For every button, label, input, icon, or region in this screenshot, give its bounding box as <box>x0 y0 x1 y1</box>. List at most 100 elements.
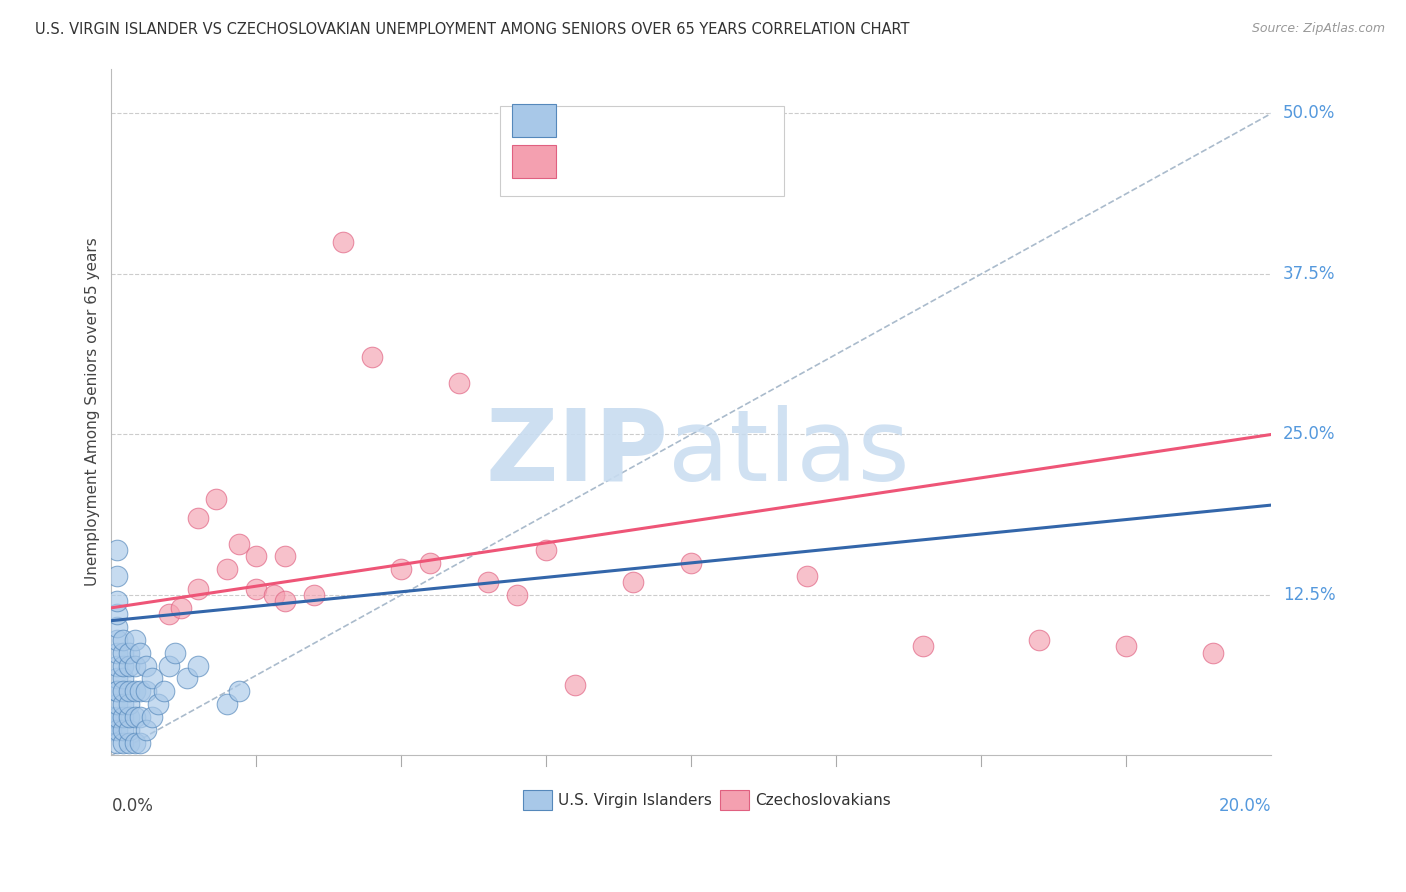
Point <box>105 620 128 634</box>
Point <box>796 568 818 582</box>
Point <box>217 697 239 711</box>
Point <box>245 549 267 564</box>
Text: 0.0%: 0.0% <box>111 797 153 814</box>
Point <box>419 556 441 570</box>
Point <box>124 710 146 724</box>
Point <box>245 582 267 596</box>
Point <box>506 588 529 602</box>
Point <box>118 658 141 673</box>
Point <box>274 549 297 564</box>
Point <box>105 723 128 737</box>
Point <box>129 646 152 660</box>
Point <box>170 600 193 615</box>
Point <box>912 640 935 654</box>
Point <box>263 588 285 602</box>
Point <box>100 716 122 731</box>
Point <box>105 684 128 698</box>
Point <box>124 658 146 673</box>
Text: 12.5%: 12.5% <box>1282 586 1336 604</box>
Point <box>124 684 146 698</box>
Point <box>105 697 128 711</box>
Point <box>165 646 187 660</box>
Point <box>135 658 157 673</box>
Point <box>141 672 163 686</box>
Point <box>176 672 198 686</box>
Point <box>332 235 354 249</box>
Point <box>477 575 499 590</box>
Text: atlas: atlas <box>668 405 910 501</box>
Text: R = 0.398: R = 0.398 <box>567 111 657 129</box>
Text: 37.5%: 37.5% <box>1282 265 1336 283</box>
Point <box>118 710 141 724</box>
Point <box>105 658 128 673</box>
Point <box>146 697 169 711</box>
Point <box>111 684 134 698</box>
Point <box>135 684 157 698</box>
Point <box>129 684 152 698</box>
Point <box>217 562 239 576</box>
Point <box>105 543 128 558</box>
Point <box>100 710 122 724</box>
Text: Czechoslovakians: Czechoslovakians <box>755 793 891 807</box>
Point <box>681 556 703 570</box>
Point <box>157 607 180 622</box>
Point <box>1115 640 1137 654</box>
Point <box>105 632 128 647</box>
Point <box>111 672 134 686</box>
Point <box>111 710 134 724</box>
Point <box>1028 632 1050 647</box>
Bar <box>512 104 555 137</box>
Text: 20.0%: 20.0% <box>1219 797 1271 814</box>
Bar <box>523 789 553 811</box>
Point <box>118 646 141 660</box>
Point <box>1202 646 1225 660</box>
Point <box>111 736 134 750</box>
Point <box>105 646 128 660</box>
Point <box>124 736 146 750</box>
Y-axis label: Unemployment Among Seniors over 65 years: Unemployment Among Seniors over 65 years <box>86 237 100 586</box>
Point <box>100 723 122 737</box>
Point <box>111 697 134 711</box>
Point <box>564 678 586 692</box>
Bar <box>720 789 749 811</box>
Text: U.S. Virgin Islanders: U.S. Virgin Islanders <box>558 793 711 807</box>
Point <box>111 632 134 647</box>
Text: N = 56: N = 56 <box>679 111 747 129</box>
Point <box>105 672 128 686</box>
Text: 25.0%: 25.0% <box>1282 425 1336 443</box>
Point <box>228 536 250 550</box>
Point <box>124 632 146 647</box>
Text: N = 29: N = 29 <box>679 153 747 170</box>
Text: ZIP: ZIP <box>485 405 668 501</box>
Point <box>304 588 326 602</box>
Point <box>105 594 128 608</box>
Text: Source: ZipAtlas.com: Source: ZipAtlas.com <box>1251 22 1385 36</box>
Point <box>105 736 128 750</box>
Point <box>449 376 471 390</box>
Point <box>118 736 141 750</box>
Point <box>105 568 128 582</box>
Point <box>111 658 134 673</box>
Point <box>141 710 163 724</box>
Point <box>118 723 141 737</box>
Point <box>105 710 128 724</box>
Point <box>228 684 250 698</box>
Point <box>129 736 152 750</box>
Point <box>118 697 141 711</box>
Point <box>135 723 157 737</box>
Point <box>621 575 644 590</box>
Text: R = 0.233: R = 0.233 <box>567 153 657 170</box>
Point <box>536 543 558 558</box>
Point <box>187 658 209 673</box>
Text: U.S. VIRGIN ISLANDER VS CZECHOSLOVAKIAN UNEMPLOYMENT AMONG SENIORS OVER 65 YEARS: U.S. VIRGIN ISLANDER VS CZECHOSLOVAKIAN … <box>35 22 910 37</box>
Point <box>187 511 209 525</box>
Point <box>157 658 180 673</box>
Point <box>187 582 209 596</box>
Point <box>152 684 174 698</box>
Bar <box>512 145 555 178</box>
Text: 50.0%: 50.0% <box>1282 104 1336 122</box>
Point <box>105 607 128 622</box>
Point <box>129 710 152 724</box>
Point <box>274 594 297 608</box>
Point <box>111 646 134 660</box>
